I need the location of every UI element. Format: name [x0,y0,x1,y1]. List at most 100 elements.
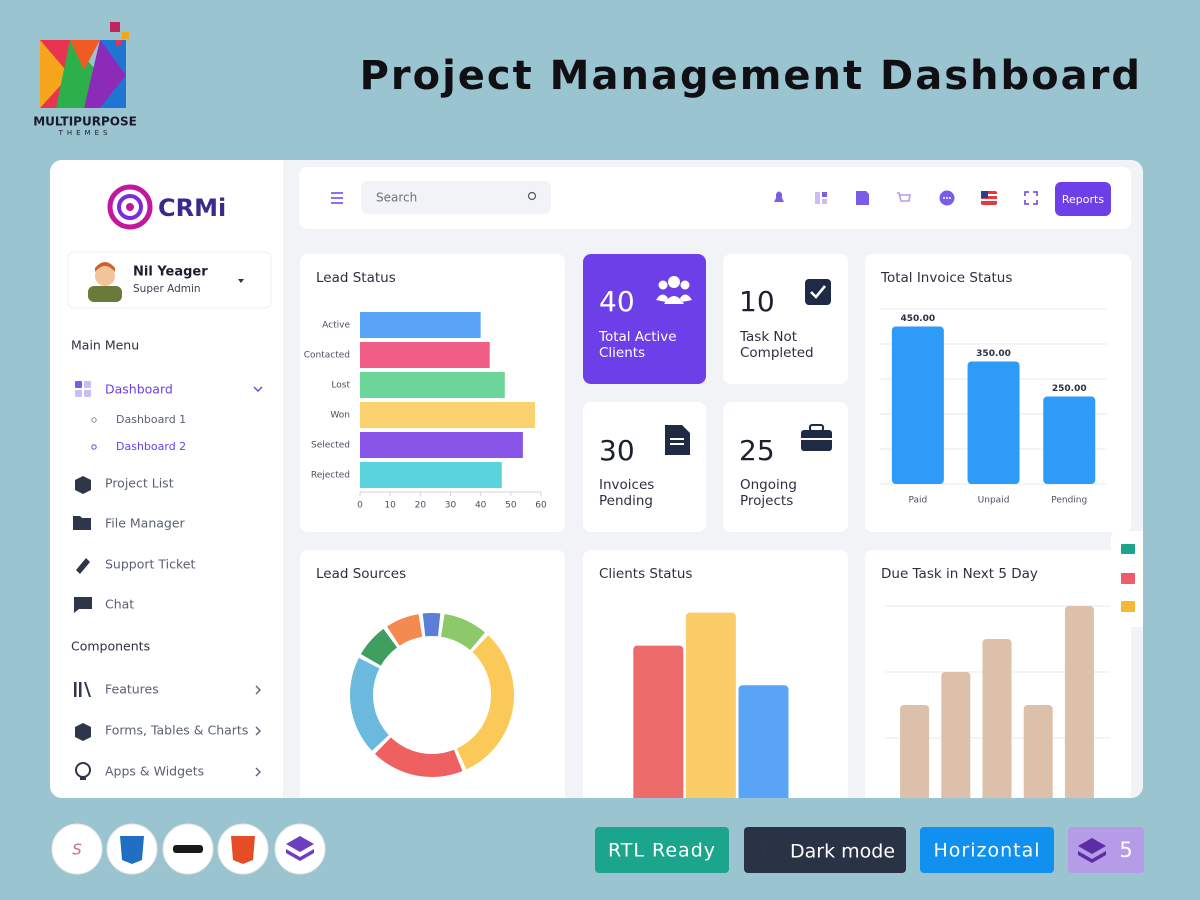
bar [360,402,535,428]
badge-label: Horizontal [933,840,1040,862]
charts: Lead Status 0 10 20 30 40 50 60 Active Contacted L… [304,270,1110,798]
dashboard-panel: CRMi Nil Yeager Super Admin Main Menu Da… [50,160,1143,798]
stat-label: Invoices [599,477,654,493]
menu-item[interactable]: Apps & Widgets [105,764,204,779]
chart-title: Due Task in Next 5 Day [881,566,1038,582]
chart-title: Lead Status [316,270,396,286]
donut-segment [386,614,423,646]
x-tick-label: 20 [415,501,427,511]
x-tick-label: 50 [505,501,517,511]
bar [1023,705,1053,798]
section-label: Components [71,639,150,654]
badge-label: RTL Ready [608,840,716,862]
menu-item[interactable]: Forms, Tables & Charts [105,723,248,738]
app-name: CRMi [158,194,226,222]
y-tick-label: Won [330,411,350,421]
data-label: 250.00 [1052,384,1087,394]
data-label: 450.00 [900,314,935,324]
y-tick-label: Active [322,321,350,331]
badge-label: Dark mode [790,841,895,863]
bar [1064,606,1094,798]
user-role: Super Admin [133,283,201,295]
search-box[interactable] [361,181,551,214]
y-tick-label: Rejected [311,471,350,481]
app-logo [107,184,153,230]
x-tick-label: 40 [475,501,487,511]
chart-title: Lead Sources [316,566,406,582]
chart-title: Total Invoice Status [880,270,1012,286]
x-tick-label: Unpaid [978,496,1010,506]
bar [967,361,1020,484]
badge [1068,827,1144,873]
y-tick-label: Selected [311,441,350,451]
card [723,254,848,384]
x-tick-label: Paid [908,496,927,506]
bar [360,462,502,488]
bar [941,672,971,798]
menu-item[interactable]: Support Ticket [105,557,195,572]
bar [633,645,684,798]
bar [900,705,930,798]
page-title: Project Management Dashboard [360,53,1142,99]
bar [891,326,944,484]
stat-label: Pending [599,493,653,509]
menu-item[interactable]: Project List [105,476,174,491]
bullet [91,417,97,423]
stat-value: 25 [739,434,775,467]
tech-icons: S [51,823,326,875]
y-tick-label: Lost [331,381,350,391]
card [583,254,706,384]
stat-value: 40 [599,285,635,318]
badge [744,827,906,873]
chart-title: Clients Status [599,566,692,582]
menu-icons [73,476,92,780]
donut-segment [374,737,463,777]
y-tick-label: Contacted [304,351,350,361]
reports-button[interactable] [1055,182,1111,216]
chevrons [255,685,261,777]
brand-logo [40,22,129,108]
stat-label: Completed [740,345,814,361]
caret[interactable] [238,279,244,283]
menu-item[interactable]: File Manager [105,516,186,531]
menu-item[interactable]: Features [105,682,159,697]
badge [595,827,729,873]
stat-label: Projects [740,493,793,509]
donut-segment [441,613,486,650]
brand-line2: THEMES [58,129,112,137]
badge [920,827,1054,873]
stat-icons [656,276,832,455]
x-tick-label: 10 [384,501,396,511]
bar [738,685,789,798]
chevron [253,386,263,392]
stat-label: Task Not [739,329,797,345]
stat-value: 30 [599,434,635,467]
widget-icon[interactable] [1121,601,1135,612]
brand-line1: MULTIPURPOSE [33,115,137,129]
widget-icon[interactable] [1121,544,1135,554]
donut-segment [422,613,441,637]
widget-icon[interactable] [1121,573,1135,584]
donut-segment [456,635,514,770]
topbar-icons[interactable] [774,190,1038,206]
x-tick-label: Pending [1051,496,1087,506]
menu-item[interactable]: Dashboard [105,382,173,397]
submenu-item[interactable]: Dashboard 1 [116,413,186,426]
user-name: Nil Yeager [133,265,208,280]
bar [982,639,1012,798]
bullet [91,444,97,450]
menu-toggle[interactable] [331,192,343,204]
x-tick-label: 30 [445,501,457,511]
menu-item[interactable]: Chat [105,597,134,612]
submenu-item[interactable]: Dashboard 2 [116,440,186,453]
bar [360,372,505,398]
stat-label: Clients [599,345,645,361]
search-icon [527,191,537,201]
card [300,550,565,798]
bar [360,312,481,338]
donut-segment [360,628,398,666]
avatar [88,262,122,302]
stat-value: 10 [739,285,775,318]
bar [360,432,523,458]
